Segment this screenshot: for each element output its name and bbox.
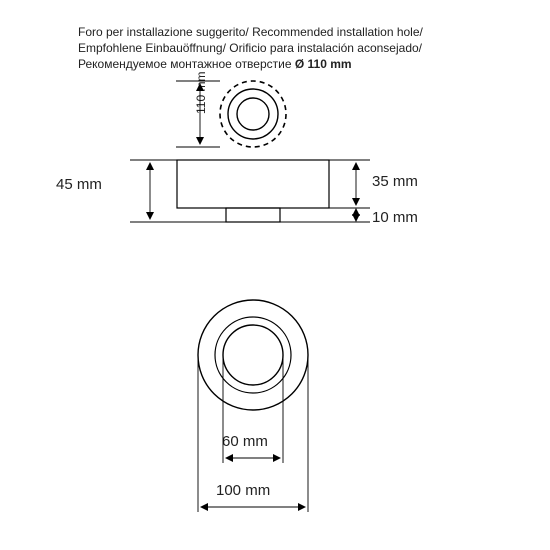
top-view-hole: [176, 81, 286, 147]
side-view: [130, 160, 370, 222]
diagram-svg: [0, 0, 550, 550]
bottom-view: [198, 300, 308, 512]
